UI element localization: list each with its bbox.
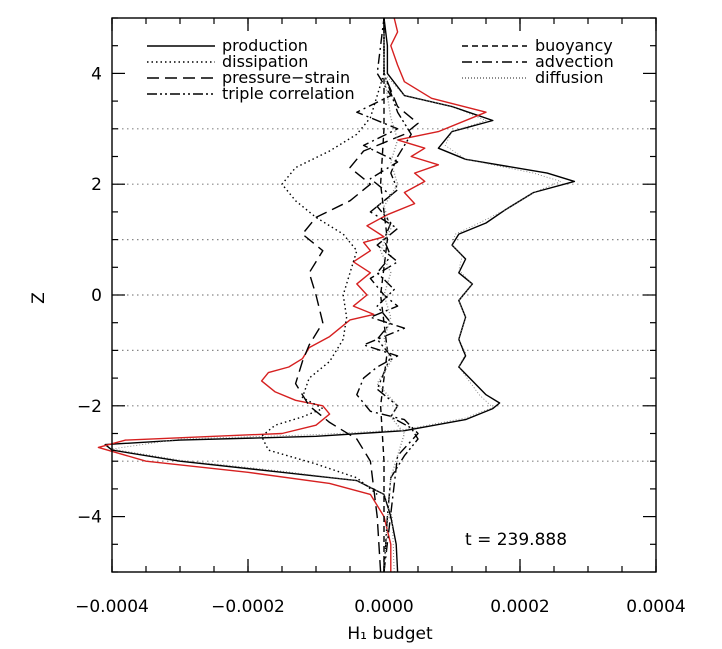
x-axis-label: H₁ budget [347,624,433,644]
x-tick-label: 0.0000 [354,597,413,617]
legend: productiondissipationpressure−straintrip… [147,36,614,103]
time-annotation: t = 239.888 [465,530,567,550]
x-tick-label: −0.0002 [211,597,285,617]
y-tick-label: 4 [91,64,102,84]
legend-label: diffusion [535,68,603,87]
y-tick-label: −4 [77,508,102,528]
series-production-red [97,17,487,572]
x-tick-label: 0.0004 [626,597,685,617]
axis-ticks: −0.0004 −0.0002 0.0000 0.0002 0.0004 −4 −2 0 2 4 [75,17,686,617]
legend-label: advection [535,52,614,71]
series-pressure-strain [294,18,419,573]
series-production [104,17,576,573]
legend-label: pressure−strain [222,68,350,87]
legend-label: buoyancy [535,36,613,55]
x-tick-label: 0.0002 [490,597,549,617]
series-layer [97,17,576,573]
y-axis-label: Z [29,292,49,304]
series-diffusion [376,18,406,573]
y-tick-label: 2 [91,175,102,195]
legend-label: production [222,36,308,55]
series-advection [356,17,419,573]
y-tick-label: −2 [77,397,102,417]
series-production-alt [111,18,562,573]
series-dissipation [260,73,385,495]
reference-lines [112,128,656,462]
x-tick-label: −0.0004 [75,597,149,617]
series-buoyancy [379,18,389,572]
legend-label: triple correlation [222,84,355,103]
legend-label: dissipation [222,52,308,71]
y-tick-label: 0 [91,286,102,306]
